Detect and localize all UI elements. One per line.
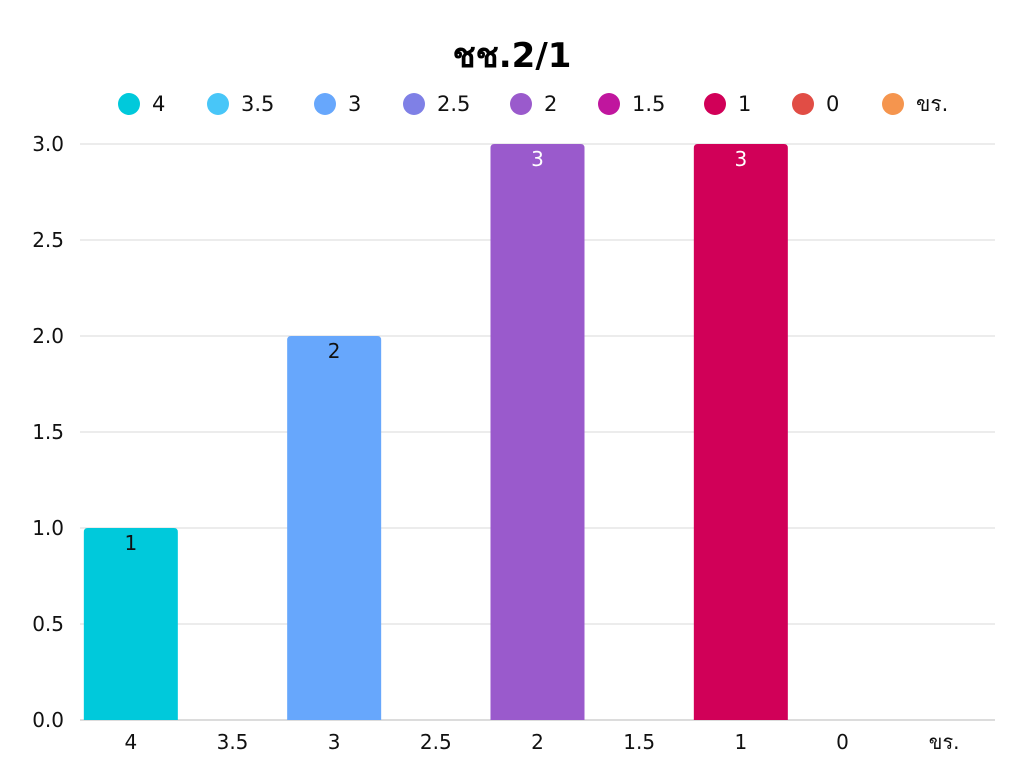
x-tick-label: ขร. [929,730,960,754]
legend-swatch [403,93,425,115]
x-tick-label: 3.5 [217,730,249,754]
y-tick-label: 2.0 [32,324,64,348]
legend-item-3-5: 3.5 [207,90,274,118]
legend-item-1-5: 1.5 [598,90,665,118]
legend-swatch [882,93,904,115]
legend-item-0: 0 [792,90,839,118]
x-tick-label: 1.5 [623,730,655,754]
legend-swatch [314,93,336,115]
x-tick-label: 1 [734,730,747,754]
y-tick-label: 2.5 [32,228,64,252]
legend-label: ขร. [916,91,949,116]
legend: 4 3.5 3 2.5 2 1.5 1 0 ขร. [0,90,1024,118]
legend-swatch [207,93,229,115]
x-tick-label: 3 [328,730,341,754]
legend-swatch [598,93,620,115]
bar [693,144,788,720]
legend-label: 1 [738,92,752,116]
legend-swatch [118,93,140,115]
legend-label: 3.5 [241,92,275,116]
chart-title: ชช.2/1 [452,36,572,76]
legend-label: 3 [348,92,362,116]
legend-item-3: 3 [314,90,361,118]
data-label: 3 [531,147,544,171]
legend-label: 1.5 [632,92,666,116]
legend-item-2: 2 [510,90,557,118]
legend-item-2-5: 2.5 [403,90,470,118]
y-tick-label: 1.5 [32,420,64,444]
data-label: 2 [328,339,341,363]
bar [83,528,178,720]
y-tick-label: 3.0 [32,132,64,156]
x-tick-label: 2 [531,730,544,754]
x-tick-label: 4 [124,730,137,754]
bar [490,144,585,720]
data-label: 1 [124,531,137,555]
legend-label: 2.5 [437,92,471,116]
legend-swatch [704,93,726,115]
x-tick-label: 0 [836,730,849,754]
legend-label: 2 [544,92,558,116]
data-label: 3 [734,147,747,171]
y-tick-label: 0.0 [32,708,64,732]
y-tick-label: 0.5 [32,612,64,636]
bar [287,336,382,720]
legend-swatch [510,93,532,115]
legend-label: 4 [152,92,166,116]
legend-swatch [792,93,814,115]
legend-item-1: 1 [704,90,751,118]
y-tick-label: 1.0 [32,516,64,540]
legend-item-4: 4 [118,90,165,118]
legend-item-khr: ขร. [882,90,948,118]
legend-label: 0 [826,92,840,116]
x-tick-label: 2.5 [420,730,452,754]
